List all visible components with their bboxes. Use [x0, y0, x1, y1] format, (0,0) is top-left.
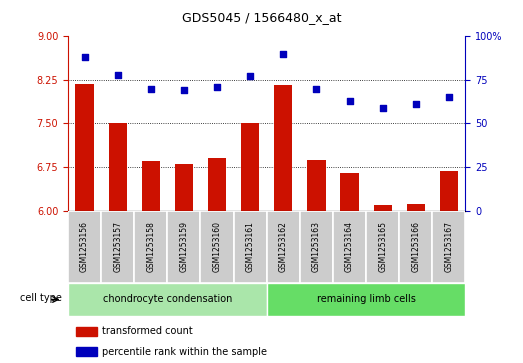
Bar — [300, 211, 333, 283]
Bar — [373, 205, 392, 211]
Text: GSM1253158: GSM1253158 — [146, 221, 155, 272]
Point — [379, 105, 387, 111]
Bar — [76, 327, 97, 336]
Point — [246, 73, 254, 79]
Bar — [68, 211, 101, 283]
Point — [113, 72, 122, 78]
Text: GSM1253157: GSM1253157 — [113, 221, 122, 272]
Bar — [142, 161, 160, 211]
Bar — [399, 211, 433, 283]
Bar — [134, 211, 167, 283]
Bar — [267, 211, 300, 283]
Text: GSM1253159: GSM1253159 — [179, 221, 188, 272]
Bar — [200, 211, 234, 283]
Bar — [208, 158, 226, 211]
Text: GSM1253166: GSM1253166 — [411, 221, 420, 272]
Bar — [407, 204, 425, 211]
Point — [345, 98, 354, 104]
Text: GSM1253156: GSM1253156 — [80, 221, 89, 272]
Text: transformed count: transformed count — [102, 326, 193, 337]
Text: remaining limb cells: remaining limb cells — [316, 294, 416, 305]
Bar — [274, 85, 292, 211]
Point — [180, 87, 188, 93]
Bar — [308, 160, 325, 211]
Bar — [433, 211, 465, 283]
Point — [213, 84, 221, 90]
Text: GSM1253165: GSM1253165 — [378, 221, 387, 272]
Text: percentile rank within the sample: percentile rank within the sample — [102, 347, 267, 357]
Text: GSM1253167: GSM1253167 — [445, 221, 453, 272]
Point — [445, 94, 453, 100]
Point — [412, 101, 420, 107]
Point — [146, 86, 155, 91]
Bar — [68, 283, 267, 316]
Bar — [234, 211, 267, 283]
Bar — [340, 173, 359, 211]
Bar — [366, 211, 399, 283]
Bar — [267, 283, 465, 316]
Text: cell type: cell type — [20, 293, 62, 303]
Text: GDS5045 / 1566480_x_at: GDS5045 / 1566480_x_at — [182, 11, 341, 24]
Point — [312, 86, 321, 91]
Text: GSM1253164: GSM1253164 — [345, 221, 354, 272]
Bar — [333, 211, 366, 283]
Text: GSM1253162: GSM1253162 — [279, 221, 288, 272]
Text: GSM1253160: GSM1253160 — [212, 221, 222, 272]
Bar — [167, 211, 200, 283]
Bar — [75, 84, 94, 211]
Point — [279, 51, 288, 57]
Text: chondrocyte condensation: chondrocyte condensation — [103, 294, 232, 305]
Bar — [101, 211, 134, 283]
Point — [81, 54, 89, 60]
Bar — [109, 123, 127, 211]
Bar — [241, 123, 259, 211]
Text: GSM1253163: GSM1253163 — [312, 221, 321, 272]
Bar — [76, 347, 97, 356]
Bar — [440, 171, 458, 211]
Text: GSM1253161: GSM1253161 — [246, 221, 255, 272]
Bar — [175, 164, 193, 211]
